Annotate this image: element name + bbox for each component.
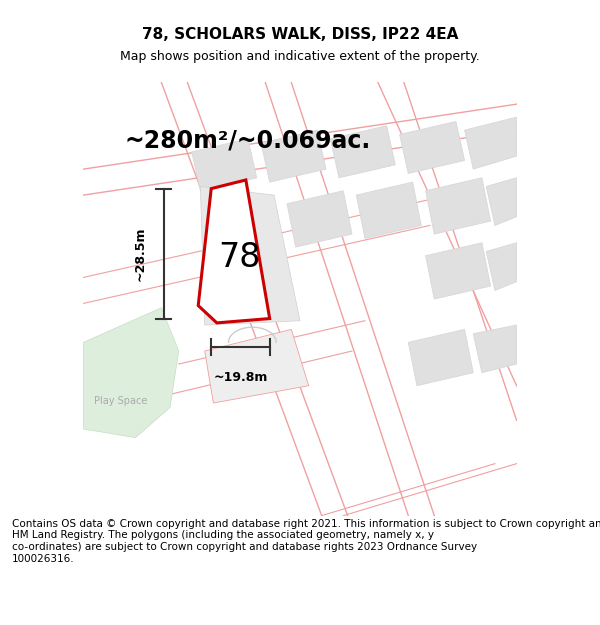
Polygon shape (287, 191, 352, 247)
Polygon shape (486, 177, 517, 226)
Polygon shape (408, 329, 473, 386)
Text: Contains OS data © Crown copyright and database right 2021. This information is : Contains OS data © Crown copyright and d… (12, 519, 600, 564)
Polygon shape (473, 325, 517, 372)
Polygon shape (331, 126, 395, 178)
Polygon shape (425, 177, 491, 234)
Polygon shape (83, 308, 179, 438)
Text: Map shows position and indicative extent of the property.: Map shows position and indicative extent… (120, 50, 480, 62)
Text: ~280m²/~0.069ac.: ~280m²/~0.069ac. (125, 129, 371, 153)
Polygon shape (200, 186, 300, 325)
Polygon shape (400, 121, 464, 174)
Text: 78: 78 (218, 241, 260, 274)
Polygon shape (464, 117, 517, 169)
Polygon shape (205, 329, 308, 403)
Text: ~19.8m: ~19.8m (213, 371, 268, 384)
Polygon shape (261, 130, 326, 182)
Polygon shape (356, 182, 421, 238)
Polygon shape (486, 242, 517, 291)
Text: Play Space: Play Space (94, 396, 147, 406)
Polygon shape (198, 180, 269, 323)
Polygon shape (192, 139, 257, 191)
Text: ~28.5m: ~28.5m (133, 226, 146, 281)
Text: 78, SCHOLARS WALK, DISS, IP22 4EA: 78, SCHOLARS WALK, DISS, IP22 4EA (142, 27, 458, 42)
Polygon shape (425, 242, 491, 299)
